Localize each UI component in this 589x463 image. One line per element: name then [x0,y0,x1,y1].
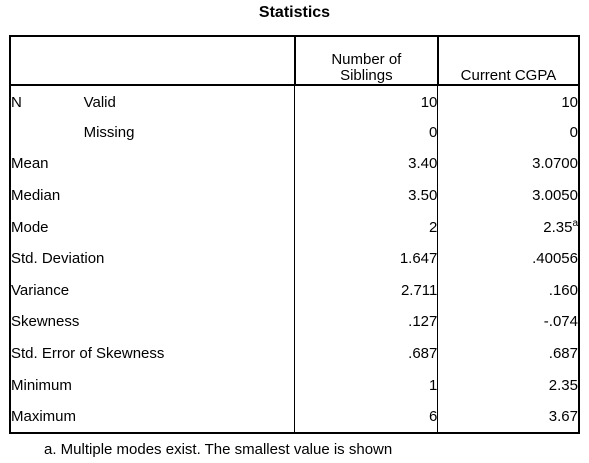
table-row: N Valid 10 10 [9,85,581,117]
cgpa-mode-value: 2.35 [543,218,573,236]
cell-siblings-variance: 2.711 [294,274,438,307]
row-sublabel-missing: Missing [83,123,135,141]
row-sublabel-valid: Valid [83,93,116,111]
cell-cgpa-maximum: 3.67 [437,400,581,434]
cell-siblings-missing: 0 [294,116,438,149]
cell-cgpa-mean: 3.0700 [437,148,581,180]
row-label-n: N [9,85,84,117]
table-title: Statistics [258,4,331,21]
table-row: Std. Error of Skewness .687 .687 [9,337,581,370]
cell-cgpa-minimum: 2.35 [437,369,581,401]
cell-cgpa-std-deviation: .40056 [437,242,581,275]
table-row: Mode 2 2.35a [9,211,581,243]
header-blank-cell [9,35,296,86]
row-label-std-deviation: Std. Deviation [9,242,295,275]
cell-siblings-skewness: .127 [294,306,438,338]
cell-siblings-median: 3.50 [294,179,438,212]
table-row: Mean 3.40 3.0700 [9,148,581,180]
cell-cgpa-mode: 2.35a [437,211,581,243]
row-label-minimum: Minimum [9,369,295,401]
cell-siblings-mean: 3.40 [294,148,438,180]
table-row: Median 3.50 3.0050 [9,179,581,212]
cell-cgpa-median: 3.0050 [437,179,581,212]
cell-siblings-mode: 2 [294,211,438,243]
table-row: Missing 0 0 [9,116,581,149]
cell-cgpa-variance: .160 [437,274,581,307]
cell-siblings-std-error-skewness: .687 [294,337,438,370]
table-row: Minimum 1 2.35 [9,369,581,401]
row-label-mode: Mode [9,211,295,243]
row-label-empty [9,116,84,149]
column-header-current-cgpa: Current CGPA [436,35,581,86]
footnote-marker: a [572,217,578,229]
row-label-skewness: Skewness [9,306,295,338]
cell-cgpa-skewness: -.074 [437,306,581,338]
cell-siblings-minimum: 1 [294,369,438,401]
row-label-mean: Mean [9,148,295,180]
row-label-std-error-skewness: Std. Error of Skewness [9,337,295,370]
column-header-number-of-siblings: Number of Siblings [293,35,439,86]
cell-cgpa-missing: 0 [437,116,581,149]
cell-siblings-valid: 10 [294,85,438,117]
cell-siblings-maximum: 6 [294,400,438,434]
row-label-variance: Variance [9,274,295,307]
row-label-maximum: Maximum [9,400,295,434]
cell-cgpa-std-error-skewness: .687 [437,337,581,370]
row-label-median: Median [9,179,295,212]
cell-cgpa-valid: 10 [437,85,581,117]
statistics-table: Number of Siblings Current CGPA N Valid 1… [9,35,581,434]
table-row: Maximum 6 3.67 [9,400,581,434]
table-row: Std. Deviation 1.647 .40056 [9,242,581,275]
table-row: Skewness .127 -.074 [9,306,581,338]
header-row: Number of Siblings Current CGPA [9,35,581,86]
table-footnote: a. Multiple modes exist. The smallest va… [44,441,393,458]
cell-siblings-std-deviation: 1.647 [294,242,438,275]
table-row: Variance 2.711 .160 [9,274,581,307]
